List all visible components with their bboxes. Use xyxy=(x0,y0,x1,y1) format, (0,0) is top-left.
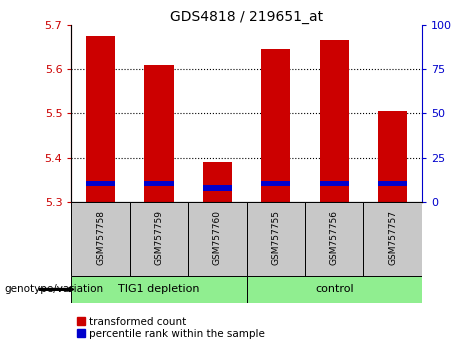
Bar xyxy=(144,181,174,186)
Bar xyxy=(378,181,407,186)
Text: GSM757758: GSM757758 xyxy=(96,210,105,265)
Bar xyxy=(144,64,174,202)
Bar xyxy=(130,202,188,276)
Title: GDS4818 / 219651_at: GDS4818 / 219651_at xyxy=(170,10,323,24)
Bar xyxy=(247,202,305,276)
Bar xyxy=(261,49,290,202)
Text: genotype/variation: genotype/variation xyxy=(5,284,104,295)
Bar xyxy=(86,36,115,202)
Text: GSM757760: GSM757760 xyxy=(213,210,222,265)
Bar xyxy=(71,202,130,276)
Bar xyxy=(261,181,290,186)
Text: GSM757757: GSM757757 xyxy=(388,210,397,265)
Bar xyxy=(203,162,232,202)
Bar xyxy=(247,276,422,303)
Bar xyxy=(71,276,247,303)
Legend: transformed count, percentile rank within the sample: transformed count, percentile rank withi… xyxy=(77,317,265,339)
Text: GSM757759: GSM757759 xyxy=(154,210,164,265)
Bar xyxy=(203,185,232,191)
Text: control: control xyxy=(315,284,354,295)
Bar xyxy=(86,181,115,186)
Bar xyxy=(319,40,349,202)
Text: GSM757755: GSM757755 xyxy=(272,210,280,265)
Text: TIG1 depletion: TIG1 depletion xyxy=(118,284,200,295)
Text: GSM757756: GSM757756 xyxy=(330,210,339,265)
Bar xyxy=(305,202,363,276)
Bar xyxy=(363,202,422,276)
Bar xyxy=(188,202,247,276)
Bar xyxy=(378,111,407,202)
Bar xyxy=(319,181,349,186)
